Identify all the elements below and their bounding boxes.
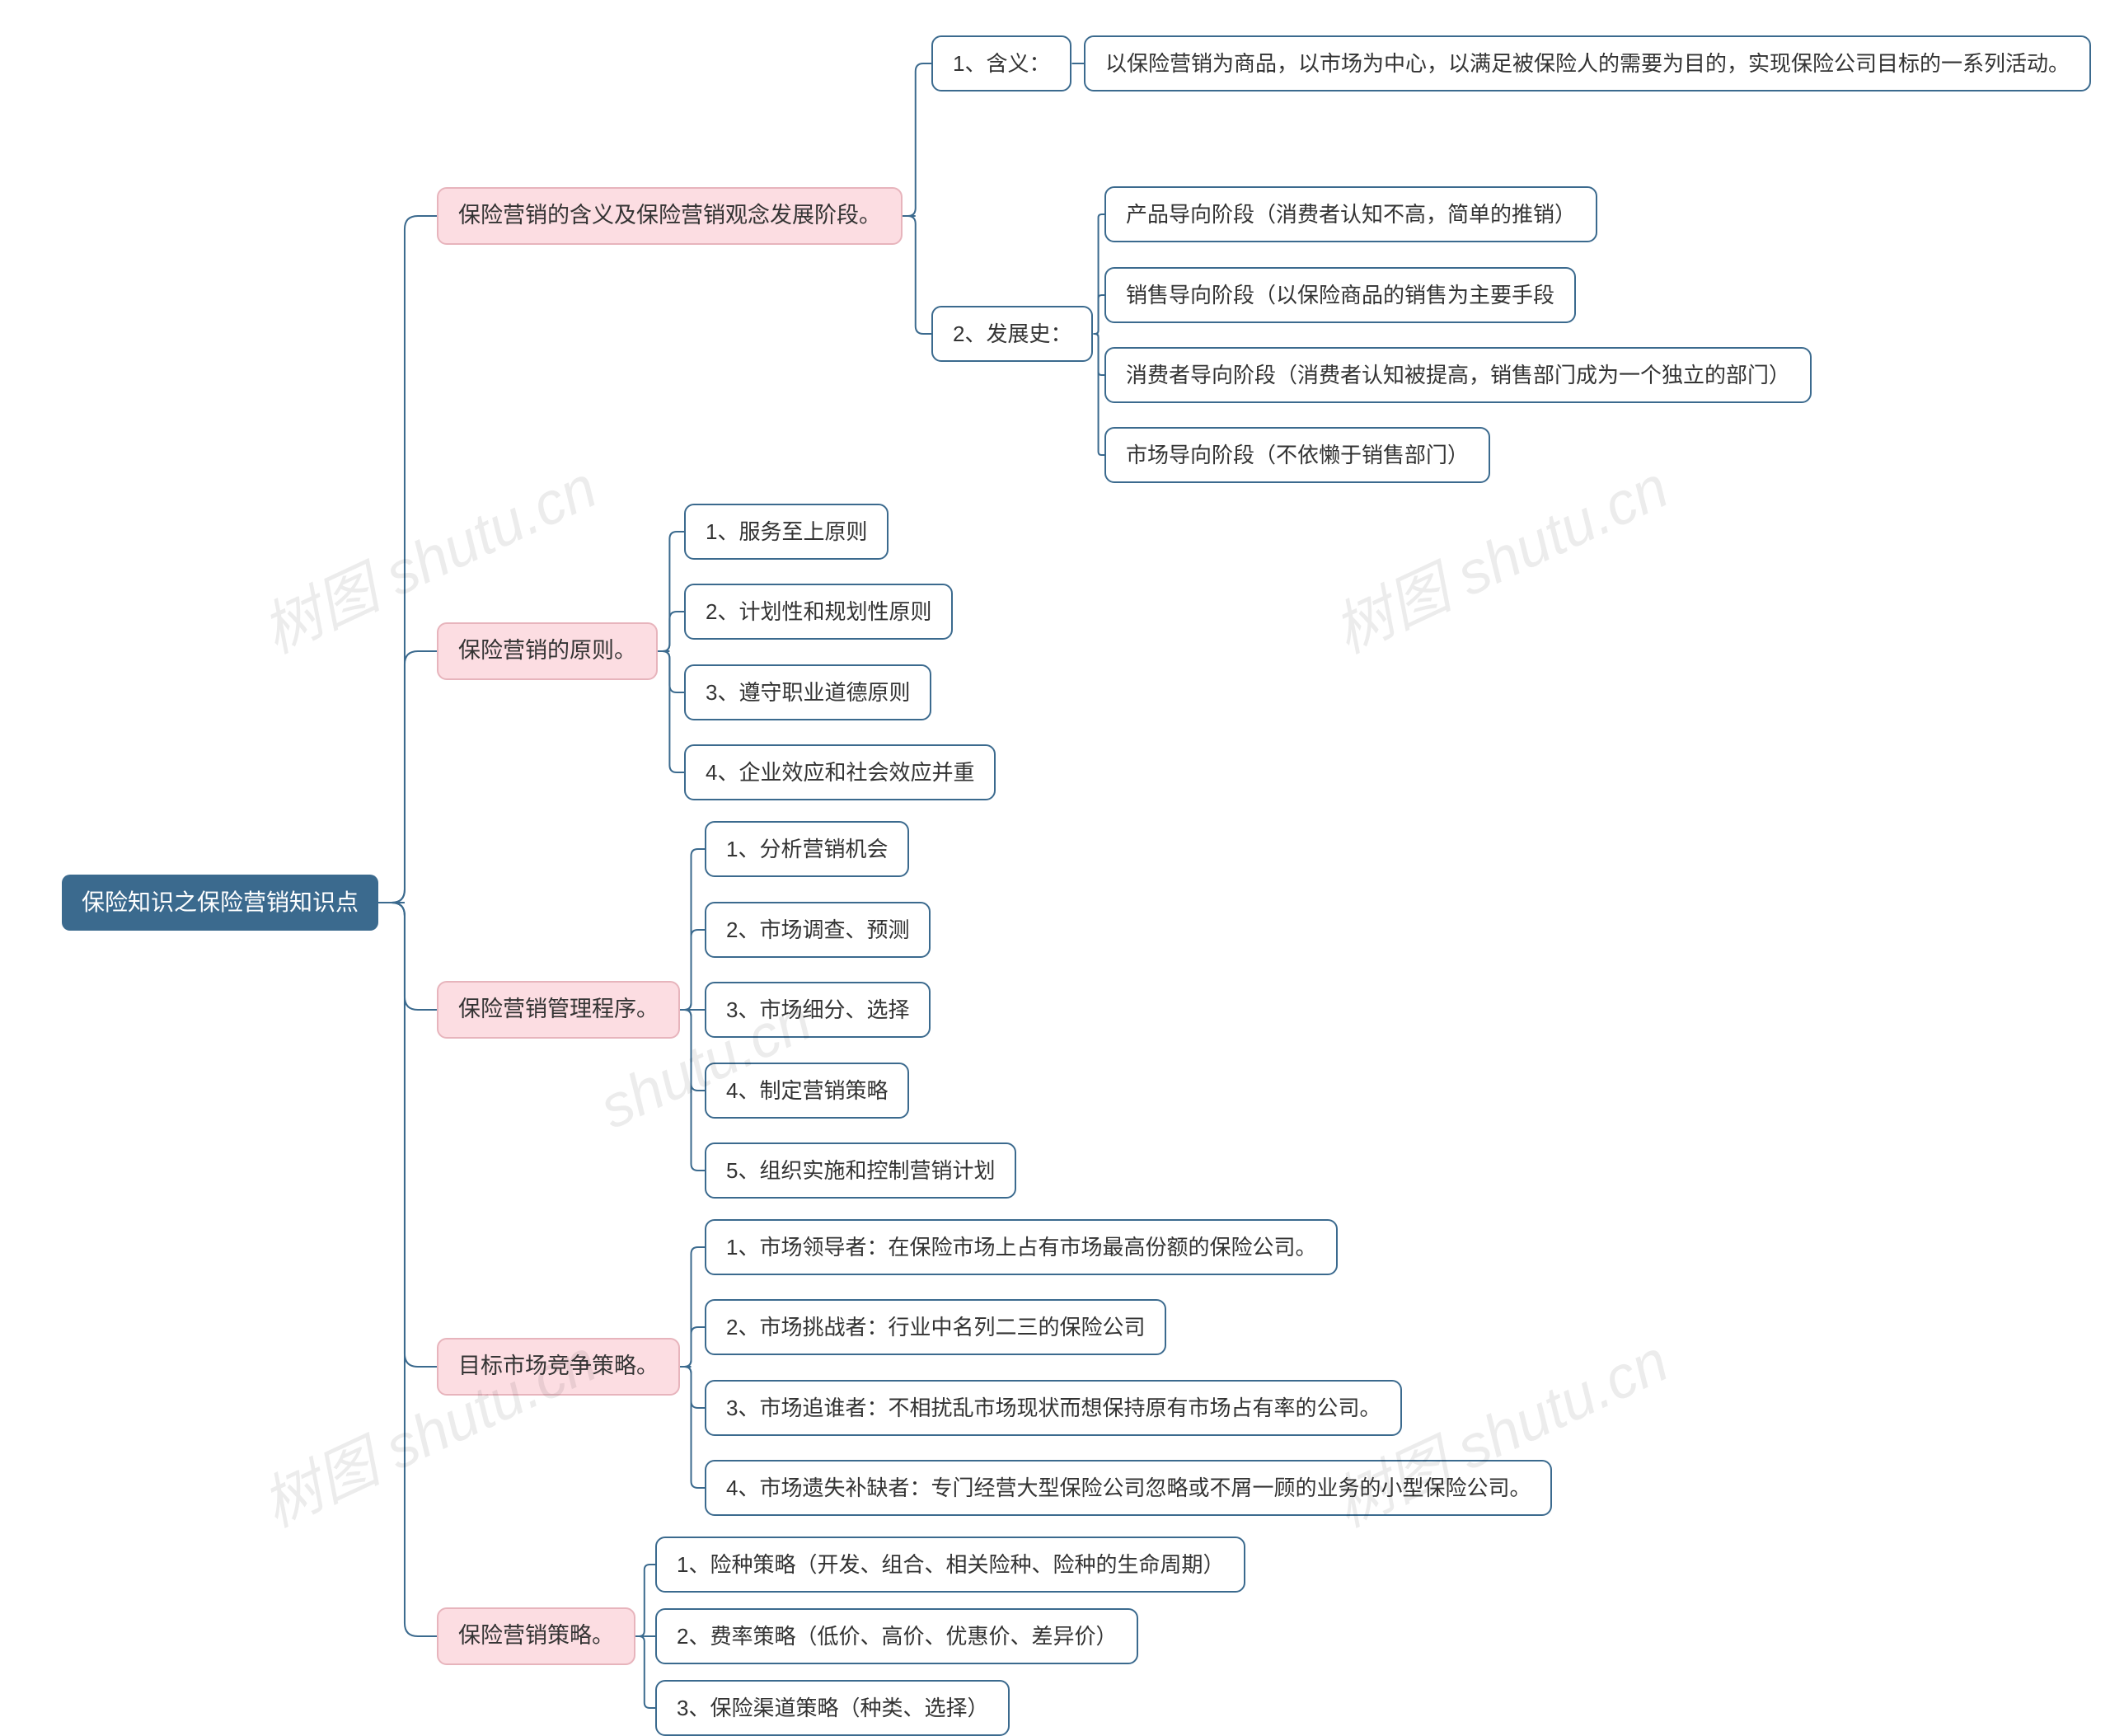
connector — [378, 903, 437, 1010]
mindmap-node-b5a: 1、险种策略（开发、组合、相关险种、险种的生命周期） — [655, 1537, 1245, 1593]
node-label: 市场导向阶段（不依懒于销售部门） — [1126, 440, 1469, 470]
node-label: 保险营销的原则。 — [458, 636, 636, 667]
mindmap-node-root: 保险知识之保险营销知识点 — [62, 875, 378, 930]
mindmap-node-b4: 目标市场竞争策略。 — [437, 1338, 680, 1396]
node-label: 3、保险渠道策略（种类、选择） — [677, 1693, 988, 1723]
node-label: 1、服务至上原则 — [706, 517, 867, 547]
node-label: 5、组织实施和控制营销计划 — [726, 1156, 995, 1185]
mindmap-node-b2a: 1、服务至上原则 — [684, 504, 889, 560]
connector — [658, 651, 684, 692]
mindmap-node-b3a: 1、分析营销机会 — [705, 821, 909, 877]
connector — [1093, 214, 1104, 334]
mindmap-node-b5c: 3、保险渠道策略（种类、选择） — [655, 1680, 1010, 1736]
mindmap-node-b1a1: 以保险营销为商品，以市场为中心，以满足被保险人的需要为目的，实现保险公司目标的一… — [1084, 35, 2091, 91]
node-label: 以保险营销为商品，以市场为中心，以满足被保险人的需要为目的，实现保险公司目标的一… — [1105, 49, 2070, 78]
connector — [378, 651, 437, 903]
connector — [378, 903, 437, 1367]
mindmap-node-b4d: 4、市场遗失补缺者：专门经营大型保险公司忽略或不屑一顾的业务的小型保险公司。 — [705, 1460, 1552, 1516]
mindmap-node-b2b: 2、计划性和规划性原则 — [684, 584, 953, 640]
node-label: 2、市场挑战者：行业中名列二三的保险公司 — [726, 1312, 1145, 1342]
connector — [680, 930, 705, 1010]
mindmap-node-b4b: 2、市场挑战者：行业中名列二三的保险公司 — [705, 1299, 1166, 1355]
connector — [680, 1327, 705, 1367]
connector — [658, 651, 684, 772]
connector — [680, 1010, 705, 1091]
node-label: 保险营销的含义及保险营销观念发展阶段。 — [458, 200, 881, 232]
node-label: 3、遵守职业道德原则 — [706, 678, 910, 707]
connector — [658, 612, 684, 651]
node-label: 保险营销策略。 — [458, 1621, 614, 1652]
connector — [1093, 334, 1104, 455]
mindmap-node-b1: 保险营销的含义及保险营销观念发展阶段。 — [437, 187, 903, 245]
connector — [680, 1367, 705, 1488]
node-label: 1、分析营销机会 — [726, 834, 888, 864]
connector — [680, 1367, 705, 1408]
connector — [1093, 295, 1104, 334]
node-label: 3、市场追谁者：不相扰乱市场现状而想保持原有市场占有率的公司。 — [726, 1393, 1381, 1423]
node-label: 3、市场细分、选择 — [726, 995, 909, 1025]
mindmap-node-b1b1: 产品导向阶段（消费者认知不高，简单的推销） — [1104, 186, 1597, 242]
mindmap-node-b4a: 1、市场领导者：在保险市场上占有市场最高份额的保险公司。 — [705, 1219, 1338, 1275]
node-label: 4、市场遗失补缺者：专门经营大型保险公司忽略或不屑一顾的业务的小型保险公司。 — [726, 1473, 1531, 1503]
connector — [680, 849, 705, 1010]
connector — [680, 1010, 705, 1171]
connector — [903, 63, 931, 216]
node-label: 4、制定营销策略 — [726, 1076, 888, 1105]
mindmap-node-b3d: 4、制定营销策略 — [705, 1063, 909, 1119]
mindmap-node-b5b: 2、费率策略（低价、高价、优惠价、差异价） — [655, 1608, 1138, 1664]
mindmap-node-b3c: 3、市场细分、选择 — [705, 982, 931, 1038]
mindmap-node-b3b: 2、市场调查、预测 — [705, 902, 931, 958]
connector — [378, 216, 437, 903]
connector — [635, 1565, 655, 1636]
connector — [680, 1247, 705, 1367]
node-label: 产品导向阶段（消费者认知不高，简单的推销） — [1126, 199, 1576, 229]
mindmap-node-b1a: 1、含义： — [931, 35, 1071, 91]
mindmap-node-b3: 保险营销管理程序。 — [437, 981, 680, 1039]
node-label: 销售导向阶段（以保险商品的销售为主要手段 — [1126, 280, 1554, 310]
connector — [1093, 334, 1104, 375]
connector — [903, 216, 931, 334]
mindmap-node-b2: 保险营销的原则。 — [437, 622, 658, 680]
mindmap-node-b1b4: 市场导向阶段（不依懒于销售部门） — [1104, 427, 1490, 483]
node-label: 2、市场调查、预测 — [726, 915, 909, 945]
node-label: 1、市场领导者：在保险市场上占有市场最高份额的保险公司。 — [726, 1232, 1316, 1262]
mindmap-node-b1b3: 消费者导向阶段（消费者认知被提高，销售部门成为一个独立的部门） — [1104, 347, 1812, 403]
mindmap-node-b3e: 5、组织实施和控制营销计划 — [705, 1142, 1016, 1199]
mindmap-node-b1b: 2、发展史： — [931, 306, 1093, 362]
node-label: 2、计划性和规划性原则 — [706, 597, 931, 626]
mindmap-node-b2d: 4、企业效应和社会效应并重 — [684, 744, 996, 800]
node-label: 保险知识之保险营销知识点 — [82, 886, 359, 918]
node-label: 2、费率策略（低价、高价、优惠价、差异价） — [677, 1621, 1117, 1651]
node-label: 消费者导向阶段（消费者认知被提高，销售部门成为一个独立的部门） — [1126, 360, 1790, 390]
mindmap-node-b2c: 3、遵守职业道德原则 — [684, 664, 931, 720]
node-label: 1、含义： — [953, 49, 1050, 78]
connector — [635, 1636, 655, 1708]
node-label: 1、险种策略（开发、组合、相关险种、险种的生命周期） — [677, 1550, 1224, 1579]
mindmap-node-b5: 保险营销策略。 — [437, 1607, 635, 1665]
connector — [658, 532, 684, 651]
node-label: 保险营销管理程序。 — [458, 994, 659, 1025]
connector — [378, 903, 437, 1636]
node-label: 4、企业效应和社会效应并重 — [706, 758, 974, 787]
mindmap-node-b1b2: 销售导向阶段（以保险商品的销售为主要手段 — [1104, 267, 1576, 323]
node-label: 目标市场竞争策略。 — [458, 1351, 659, 1382]
mindmap-node-b4c: 3、市场追谁者：不相扰乱市场现状而想保持原有市场占有率的公司。 — [705, 1380, 1402, 1436]
node-label: 2、发展史： — [953, 319, 1071, 349]
